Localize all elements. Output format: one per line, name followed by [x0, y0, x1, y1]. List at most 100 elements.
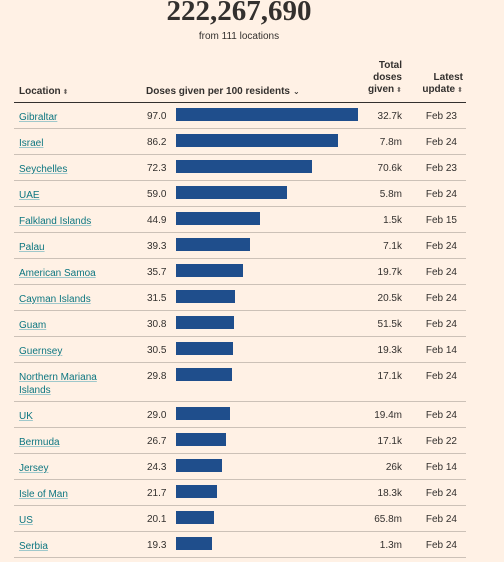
total-doses-value: 20.5k: [377, 293, 402, 304]
location-link[interactable]: American Samoa: [19, 268, 96, 279]
latest-update-value: Feb 24: [425, 293, 457, 304]
total-doses-value: 17.1k: [377, 371, 402, 382]
location-link[interactable]: Seychelles: [19, 164, 68, 175]
doses-per-100-value: 20.1: [147, 514, 167, 525]
doses-bar: [176, 108, 358, 121]
table-body: Gibraltar 97.0 32.7k Feb 23 Israel 86.2 7.8m Fe…: [14, 103, 466, 558]
latest-update-value: Feb 24: [425, 540, 457, 551]
latest-header-line2: update: [422, 84, 456, 95]
latest-update-value: Feb 15: [425, 215, 457, 226]
vaccination-table: Location ⬍ Doses given per 100 residents ⌄…: [14, 52, 466, 558]
location-link[interactable]: UAE: [19, 190, 40, 201]
table-row: UAE 59.0 5.8m Feb 24: [14, 181, 466, 207]
doses-bar: [176, 459, 222, 472]
table-row: US 20.1 65.8m Feb 24: [14, 506, 466, 532]
location-link[interactable]: Bermuda: [19, 437, 60, 448]
table-row: Isle of Man 21.7 18.3k Feb 24: [14, 480, 466, 506]
total-doses-value: 32.7k: [377, 111, 402, 122]
total-doses-value: 1.5k: [383, 215, 402, 226]
location-column-header[interactable]: Location ⬍: [19, 86, 69, 97]
location-header-label: Location: [19, 86, 61, 97]
location-link[interactable]: Falkland Islands: [19, 216, 92, 227]
doses-header-label: Doses given per 100 residents: [146, 86, 290, 97]
total-doses-value: 17.1k: [377, 436, 402, 447]
total-doses-value: 19.3k: [377, 345, 402, 356]
table-row: Palau 39.3 7.1k Feb 24: [14, 233, 466, 259]
latest-update-value: Feb 24: [425, 488, 457, 499]
latest-update-value: Feb 14: [425, 462, 457, 473]
latest-header-line1: Latest: [433, 72, 463, 83]
locations-subtitle: from 111 locations: [198, 31, 280, 42]
doses-per-100-value: 29.0: [147, 410, 167, 421]
total-doses-value: 19.7k: [377, 267, 402, 278]
location-link[interactable]: US: [19, 515, 33, 526]
table-row: Falkland Islands 44.9 1.5k Feb 15: [14, 207, 466, 233]
doses-bar: [176, 485, 217, 498]
location-link[interactable]: Guam: [19, 320, 47, 331]
doses-per-100-value: 35.7: [147, 267, 167, 278]
location-link[interactable]: Northern Mariana Islands: [19, 372, 97, 396]
latest-update-value: Feb 22: [425, 436, 457, 447]
doses-bar: [176, 316, 234, 329]
doses-per-100-value: 19.3: [147, 540, 167, 551]
location-link[interactable]: Serbia: [19, 541, 48, 552]
latest-update-value: Feb 24: [425, 410, 457, 421]
table-row: Bermuda 26.7 17.1k Feb 22: [14, 428, 466, 454]
total-doses-value: 70.6k: [377, 163, 402, 174]
total-doses-value: 7.1k: [383, 241, 402, 252]
doses-per-100-value: 26.7: [147, 436, 167, 447]
doses-bar: [176, 238, 250, 251]
latest-update-column-header[interactable]: Latest update ⬍: [408, 72, 463, 97]
doses-bar: [176, 160, 312, 173]
doses-bar: [176, 407, 230, 420]
table-row: Serbia 19.3 1.3m Feb 24: [14, 532, 466, 558]
chevron-down-icon: ⌄: [292, 87, 300, 96]
sort-icon: ⬍: [396, 87, 402, 94]
total-doses-value: 26k: [385, 462, 402, 473]
doses-per-100-value: 97.0: [147, 111, 167, 122]
doses-per-100-value: 72.3: [147, 163, 167, 174]
doses-per-100-value: 39.3: [147, 241, 167, 252]
table-row: Gibraltar 97.0 32.7k Feb 23: [14, 103, 466, 129]
location-link[interactable]: Isle of Man: [19, 489, 68, 500]
sort-icon: ⬍: [62, 89, 69, 96]
table-row: Northern Mariana Islands 29.8 17.1k Feb 24: [14, 363, 466, 402]
location-link[interactable]: Israel: [19, 138, 44, 149]
doses-per-100-value: 30.8: [147, 319, 167, 330]
doses-bar: [176, 511, 214, 524]
latest-update-value: Feb 24: [425, 371, 457, 382]
latest-update-value: Feb 23: [425, 111, 457, 122]
location-link[interactable]: Guernsey: [19, 346, 63, 357]
doses-bar: [176, 368, 232, 381]
table-row: Israel 86.2 7.8m Feb 24: [14, 129, 466, 155]
table-row: American Samoa 35.7 19.7k Feb 24: [14, 259, 466, 285]
location-link[interactable]: Jersey: [19, 463, 49, 474]
table-row: Guam 30.8 51.5k Feb 24: [14, 311, 466, 337]
latest-update-value: Feb 24: [425, 189, 457, 200]
location-link[interactable]: Gibraltar: [19, 112, 58, 123]
latest-update-value: Feb 24: [425, 514, 457, 525]
doses-per-100-value: 21.7: [147, 488, 167, 499]
latest-update-value: Feb 24: [425, 137, 457, 148]
doses-per-100-value: 29.8: [147, 371, 167, 382]
doses-per-100-value: 24.3: [147, 462, 167, 473]
latest-update-value: Feb 23: [425, 163, 457, 174]
doses-bar: [176, 134, 338, 147]
doses-column-header[interactable]: Doses given per 100 residents ⌄: [146, 86, 300, 97]
location-link[interactable]: Cayman Islands: [19, 294, 91, 305]
total-doses-column-header[interactable]: Total doses given ⬍: [352, 60, 402, 97]
total-header-line3: given: [368, 84, 395, 95]
doses-bar: [176, 212, 260, 225]
doses-bar: [176, 186, 287, 199]
total-doses-value: 1.3m: [379, 540, 402, 551]
location-link[interactable]: UK: [19, 411, 33, 422]
latest-update-value: Feb 14: [425, 345, 457, 356]
doses-bar: [176, 290, 235, 303]
sort-icon: ⬍: [457, 87, 463, 94]
doses-per-100-value: 59.0: [147, 189, 167, 200]
total-doses-value: 7.8m: [379, 137, 402, 148]
total-doses-value: 18.3k: [377, 488, 402, 499]
latest-update-value: Feb 24: [425, 267, 457, 278]
location-link[interactable]: Palau: [19, 242, 45, 253]
